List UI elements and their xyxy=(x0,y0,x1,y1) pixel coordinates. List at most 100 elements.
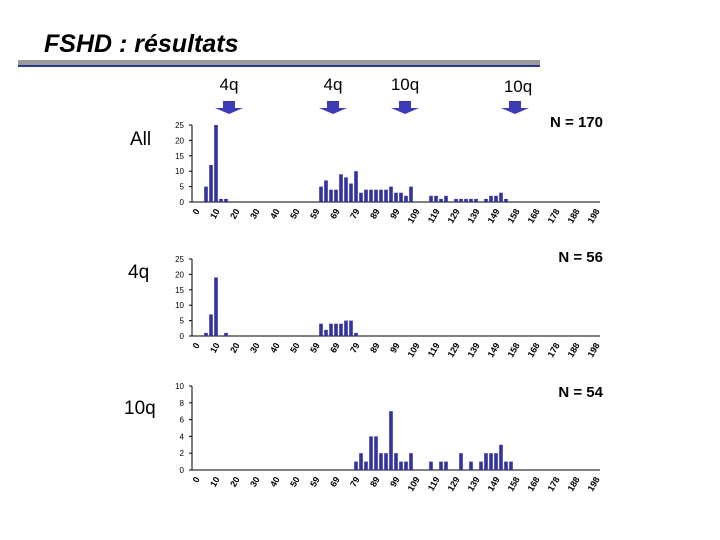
x-tick-label: 20 xyxy=(228,475,242,489)
y-tick-label: 6 xyxy=(180,416,185,425)
x-tick-label: 79 xyxy=(348,475,362,489)
x-tick-label: 158 xyxy=(506,475,522,493)
histogram-bar xyxy=(409,453,413,470)
x-tick-label: 10 xyxy=(208,475,222,489)
histogram-bar xyxy=(379,453,383,470)
histogram-bar xyxy=(379,189,383,202)
x-tick-label: 109 xyxy=(406,341,422,359)
histogram-bar xyxy=(354,332,358,336)
histogram-bar xyxy=(214,125,218,202)
x-tick-label: 149 xyxy=(486,475,502,493)
row-label-4q: 4q xyxy=(128,262,150,283)
x-tick-label: 188 xyxy=(566,475,582,493)
x-tick-label: 0 xyxy=(191,341,202,350)
histogram-bar xyxy=(409,186,413,202)
histogram-bar xyxy=(389,186,393,202)
histogram-bar xyxy=(334,323,338,336)
histogram-bar xyxy=(494,195,498,202)
histogram-bar xyxy=(344,177,348,202)
histogram-bar xyxy=(324,180,328,202)
histogram-panel-2: 0 5 10 15 20 25 0 10 20 30 40 50 59 69 79 89 99 109 119 129… xyxy=(175,249,603,359)
histogram-bar xyxy=(339,174,343,202)
histogram-bar xyxy=(359,192,363,202)
x-tick-label: 99 xyxy=(388,341,402,355)
y-tick-label: 0 xyxy=(180,332,185,341)
row-label-10q: 10q xyxy=(124,398,156,419)
title-underline xyxy=(18,60,540,65)
x-tick-label: 168 xyxy=(526,207,542,225)
histogram-bar xyxy=(444,461,448,470)
histogram-bar xyxy=(484,198,488,202)
x-tick-label: 178 xyxy=(546,475,562,493)
x-tick-label: 168 xyxy=(526,475,542,493)
x-tick-label: 50 xyxy=(288,475,302,489)
x-tick-label: 139 xyxy=(466,475,482,493)
x-tick-label: 119 xyxy=(426,207,442,225)
y-tick-label: 2 xyxy=(180,449,185,458)
x-tick-label: 30 xyxy=(248,475,262,489)
histogram-bar xyxy=(319,323,323,336)
x-tick-label: 109 xyxy=(406,207,422,225)
histogram-bar xyxy=(364,461,368,470)
x-tick-label: 129 xyxy=(446,207,462,225)
position-marker-icon xyxy=(391,101,419,114)
x-tick-label: 89 xyxy=(368,475,382,489)
histogram-bar xyxy=(404,461,408,470)
histogram-bar xyxy=(439,198,443,202)
histogram-bar xyxy=(209,314,213,336)
x-tick-label: 129 xyxy=(446,475,462,493)
histogram-bar xyxy=(349,320,353,336)
histogram-bar xyxy=(499,192,503,202)
histogram-bar xyxy=(479,461,483,470)
histogram-bar xyxy=(319,186,323,202)
y-tick-label: 10 xyxy=(175,382,184,391)
y-tick-label: 20 xyxy=(175,270,184,279)
x-tick-label: 30 xyxy=(248,341,262,355)
histogram-bar xyxy=(434,195,438,202)
x-tick-label: 69 xyxy=(328,475,342,489)
position-marker-icon xyxy=(319,101,347,114)
histogram-bar xyxy=(494,453,498,470)
x-tick-label: 0 xyxy=(191,475,202,484)
histogram-bar xyxy=(509,461,513,470)
histogram-bar xyxy=(354,171,358,202)
position-marker-icon xyxy=(501,101,529,114)
x-tick-label: 40 xyxy=(268,475,282,489)
x-tick-label: 129 xyxy=(446,341,462,359)
x-tick-label: 40 xyxy=(268,341,282,355)
histogram-bar xyxy=(219,198,223,202)
histogram-bar xyxy=(334,189,338,202)
histogram-bar xyxy=(224,332,228,336)
histogram-bar xyxy=(459,198,463,202)
x-tick-label: 158 xyxy=(506,341,522,359)
y-tick-label: 10 xyxy=(175,301,184,310)
histogram-bar xyxy=(429,195,433,202)
y-tick-label: 10 xyxy=(175,167,184,176)
histogram-bar xyxy=(369,189,373,202)
marker-label-10q-2: 10q xyxy=(503,77,533,96)
histogram-bar xyxy=(329,189,333,202)
x-tick-label: 69 xyxy=(328,207,342,221)
histogram-bar xyxy=(504,198,508,202)
x-tick-label: 50 xyxy=(288,207,302,221)
histogram-bar xyxy=(444,195,448,202)
x-tick-label: 89 xyxy=(368,341,382,355)
x-tick-label: 10 xyxy=(208,341,222,355)
x-tick-label: 50 xyxy=(288,341,302,355)
y-tick-label: 4 xyxy=(180,432,185,441)
histogram-bar xyxy=(224,198,228,202)
histogram-bar xyxy=(339,323,343,336)
sample-size-label: N = 54 xyxy=(558,384,603,401)
y-tick-label: 15 xyxy=(175,286,184,295)
histogram-bar xyxy=(464,198,468,202)
x-tick-label: 119 xyxy=(426,341,442,359)
histogram-panel-1: 0 5 10 15 20 25 0 10 20 30 40 50 59 69 79 89 99 109 119 129… xyxy=(175,114,603,225)
x-tick-label: 198 xyxy=(586,475,602,493)
histogram-bar xyxy=(504,461,508,470)
histogram-bar xyxy=(469,198,473,202)
histogram-bar xyxy=(469,461,473,470)
histogram-bar xyxy=(389,411,393,470)
histogram-bar xyxy=(349,183,353,202)
histogram-bar xyxy=(474,198,478,202)
